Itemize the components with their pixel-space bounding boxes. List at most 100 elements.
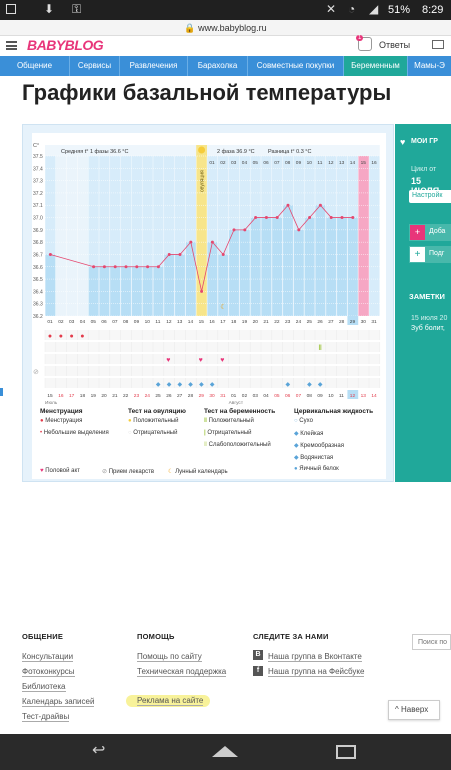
legend-item: ⊘ Прием лекарств [102, 468, 154, 475]
unit-label: C° [33, 143, 39, 149]
temperature-point [286, 203, 290, 207]
recent-apps-icon[interactable] [336, 745, 356, 759]
date-label: 03 [253, 393, 259, 399]
nav-item-beremennym[interactable]: Беременным [344, 56, 408, 76]
phase2-day-label: 12 [328, 160, 334, 166]
cycle-day-label: 09 [134, 319, 140, 325]
legend-item: ○ Сухо [294, 418, 313, 424]
diff-label: Разница t° 0.3 °C [268, 149, 311, 155]
answers-icon[interactable] [358, 37, 372, 51]
logo[interactable]: BABYBLOG [27, 37, 104, 53]
plus-icon: + [410, 225, 425, 240]
month-label: Август [229, 400, 244, 406]
legend-item: ○ Отрицательный [128, 430, 177, 436]
main-nav: Общение Сервисы Развлечения Барахолка Со… [0, 56, 451, 76]
date-label: 31 [220, 393, 226, 399]
footer-link[interactable]: Календарь записей [22, 697, 95, 707]
heart-icon: ♥ [220, 357, 224, 364]
drop-icon: ◆ [188, 382, 193, 388]
highlight-marker [126, 695, 210, 707]
footer-link[interactable]: Реклама на сайте [137, 696, 204, 706]
plus-icon: + [410, 247, 425, 262]
menu-icon[interactable] [6, 41, 17, 50]
my-graphs-title[interactable]: МОИ ГР [411, 138, 438, 145]
no-data-column [66, 156, 78, 316]
download-icon: ⬇ [44, 2, 55, 16]
date-label: 04 [263, 393, 269, 399]
drop-icon: ◆ [286, 382, 291, 388]
footer-link[interactable]: Наша группа на Фейсбуке [268, 667, 365, 677]
temperature-point [264, 216, 268, 220]
footer-col1-title: ОБЩЕНИЕ [22, 632, 64, 641]
temperature-point [146, 265, 150, 269]
nav-item-sovmestnye-pokupki[interactable]: Совместные покупки [248, 56, 344, 76]
sun-icon [198, 146, 206, 154]
y-tick-label: 37.1 [33, 203, 43, 209]
drop-icon: ◆ [167, 382, 172, 388]
edge-marker [0, 388, 3, 396]
nav-item-mamy[interactable]: Мамы-Э [414, 61, 445, 70]
url-bar[interactable]: 🔒 www.babyblog.ru [0, 20, 451, 36]
footer-link[interactable]: Консультации [22, 652, 74, 662]
search-input[interactable] [412, 634, 451, 650]
strip-icon: ‖ [318, 345, 321, 352]
drop-icon: ◆ [156, 382, 161, 388]
date-label: 12 [350, 393, 356, 399]
drop-icon: ● [294, 466, 298, 472]
settings-button[interactable]: Настройк [409, 190, 451, 203]
cycle-day-label: 23 [285, 319, 291, 325]
y-tick-label: 37.5 [33, 154, 43, 160]
site-footer: ОБЩЕНИЕ Консультации Фотоконкурсы Библио… [0, 622, 451, 734]
phase2-day-label: 04 [242, 160, 248, 166]
moon-icon: ☾ [168, 469, 174, 475]
back-icon[interactable]: ↩ [92, 742, 106, 759]
cycle-day-label: 04 [80, 319, 86, 325]
date-label: 14 [371, 393, 377, 399]
cycle-from-label: Цикл от [411, 166, 437, 173]
phase2-day-label: 07 [274, 160, 280, 166]
footer-link[interactable]: Тест-драйвы [22, 712, 70, 722]
drop-icon: ◆ [294, 455, 299, 461]
nav-item-obshchenie[interactable]: Общение [0, 56, 70, 76]
cycle-day-label: 16 [209, 319, 215, 325]
add-chart-label: Подг [429, 250, 445, 257]
temperature-point [275, 216, 279, 220]
nav-item-barakholka[interactable]: Барахолка [188, 56, 248, 76]
footer-link[interactable]: Помощь по сайту [137, 652, 202, 662]
date-label: 18 [80, 393, 86, 399]
date-label: 05 [274, 393, 280, 399]
home-icon[interactable] [212, 746, 238, 757]
cycle-day-label: 25 [307, 319, 313, 325]
back-to-top-button[interactable]: ^ Наверх [388, 700, 440, 720]
nav-item-servisy[interactable]: Сервисы [70, 56, 120, 76]
cycle-day-label: 19 [242, 319, 248, 325]
temperature-point [167, 252, 171, 256]
mail-icon[interactable] [432, 40, 444, 49]
legend-item: ◆ Кремообразная [294, 442, 344, 449]
heart-icon: ♥ [166, 357, 170, 364]
footer-link[interactable]: Наша группа в Вконтакте [268, 652, 362, 662]
facebook-icon: f [253, 666, 263, 676]
signal-icon: ◢ [369, 2, 379, 16]
cycle-day-label: 08 [123, 319, 129, 325]
date-label: 10 [328, 393, 334, 399]
add-entry-label: Доба [429, 228, 446, 235]
cycle-day-label: 28 [339, 319, 345, 325]
strip-icon: ‖ [204, 418, 207, 424]
footer-link[interactable]: Техническая поддержка [137, 667, 227, 677]
phase2-day-label: 06 [263, 160, 269, 166]
nav-item-razvlecheniya[interactable]: Развлечения [120, 56, 188, 76]
footer-link[interactable]: Фотоконкурсы [22, 667, 75, 677]
footer-link[interactable]: Библиотека [22, 682, 66, 692]
answers-link[interactable]: Ответы [379, 40, 411, 50]
legend-label: Отрицательный [133, 430, 178, 436]
bbt-chart[interactable]: Средняя t° 1 фазы 36.6 °C 2 фаза 36.9 °C Р… [32, 133, 386, 479]
legend-item: ● Яичный белок [294, 466, 339, 472]
mute-icon: ✕ [326, 2, 337, 16]
y-tick-label: 36.4 [33, 289, 43, 295]
cycle-day-label: 15 [199, 319, 205, 325]
drop-icon: ● [70, 333, 74, 340]
legend-label: Яичный белок [299, 466, 339, 472]
temperature-bar [185, 242, 196, 316]
y-tick-label: 37.4 [33, 166, 43, 172]
